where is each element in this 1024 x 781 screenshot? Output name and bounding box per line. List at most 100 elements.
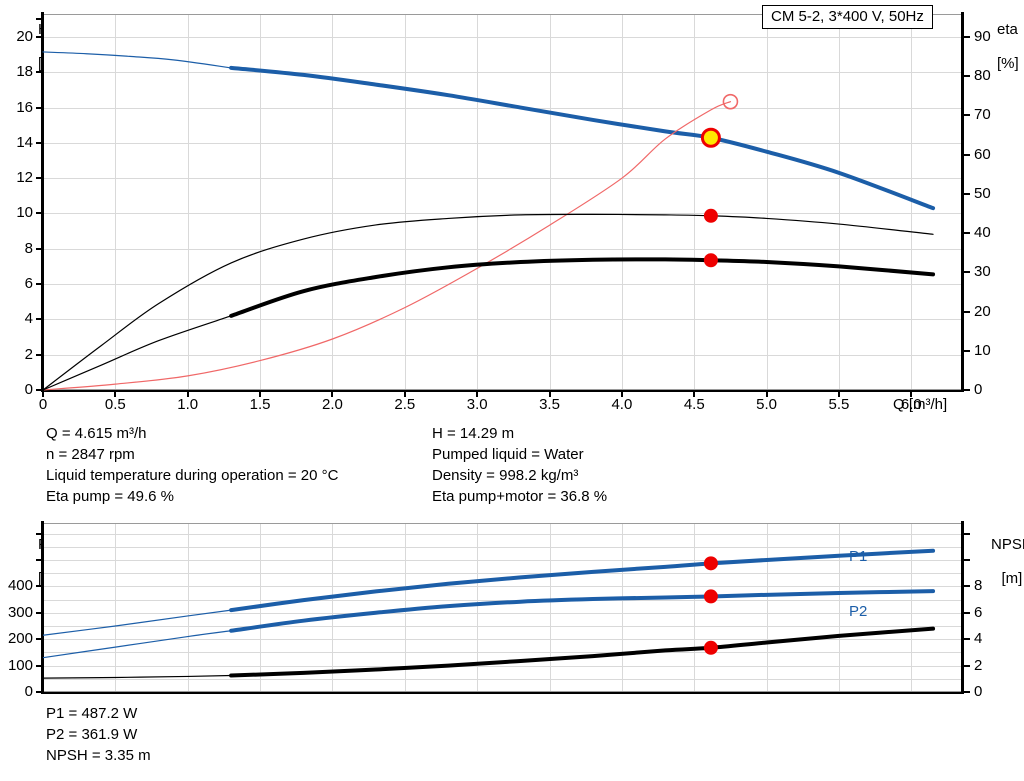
eta-axis-title-unit: eta [%] — [972, 4, 1019, 89]
power-gridline-v — [332, 523, 334, 692]
q-gridline — [332, 14, 334, 390]
q-axis-tick-label: 0 — [38, 396, 48, 413]
bot-series-1-thin — [42, 630, 232, 659]
eta-axis-tick-label: 60 — [974, 145, 991, 163]
power-info: P1 = 487.2 W P2 = 361.9 W NPSH = 3.35 m — [0, 700, 1024, 781]
q-gridline — [621, 14, 623, 390]
power-gridline-v — [187, 523, 189, 692]
eta-axis-tick — [962, 153, 970, 156]
q-axis-tick — [403, 390, 406, 397]
eta-axis-tick — [962, 75, 970, 78]
h-gridline — [43, 107, 962, 109]
q-gridline — [404, 14, 406, 390]
p-axis-tick — [36, 585, 44, 588]
eta-axis-spine — [961, 12, 964, 392]
h-axis-tick-label: 6 — [24, 275, 33, 293]
duty-point-info: Q = 4.615 m³/h n = 2847 rpm Liquid tempe… — [0, 420, 1024, 510]
h-axis-spine — [41, 12, 44, 392]
bot-series-2-thick — [229, 626, 936, 678]
npsh-axis-tick-label: 0 — [974, 683, 983, 700]
bot-series-1-thick — [229, 589, 936, 633]
h-axis-tick-label: 4 — [24, 310, 33, 328]
head-eta-chart: H [m] eta [%] CM 5-2, 3*400 V, 50Hz 00.5… — [0, 4, 1024, 416]
eta-axis-tick — [962, 389, 970, 391]
power-npsh-curves — [42, 548, 936, 679]
npsh-axis-unit: [m] — [1001, 570, 1023, 587]
h-gridline — [43, 72, 962, 74]
bot-series-0-thin — [42, 609, 232, 636]
power-gridline-v — [477, 523, 479, 692]
top-series-2 — [42, 101, 732, 391]
h-axis-tick — [36, 318, 44, 321]
q-axis-tick — [837, 390, 840, 397]
info-p1: P1 = 487.2 W — [46, 705, 138, 722]
power-gridline-h — [43, 639, 962, 641]
q-gridline — [187, 14, 189, 390]
eta-axis-tick — [962, 192, 970, 195]
q-axis-tick-label: 3.5 — [539, 396, 560, 413]
h-gridline — [43, 142, 962, 144]
power-gridline-v — [549, 523, 551, 692]
q-axis-tick — [620, 390, 623, 397]
eta-axis-tick — [962, 114, 970, 117]
q-axis-tick-label: 6.0 — [900, 396, 922, 413]
h-gridline — [43, 284, 962, 286]
info-liquid-temp: Liquid temperature during operation = 20… — [46, 467, 339, 484]
p-axis-tick-label: 300 — [7, 603, 33, 621]
q-axis-tick — [693, 390, 696, 397]
p-axis-tick-extra — [36, 532, 44, 535]
p-axis-spine — [41, 521, 44, 694]
eta-axis-tick-label: 50 — [974, 184, 991, 202]
npsh-axis-tick-label: 6 — [974, 603, 983, 621]
power-gridline-v — [694, 523, 696, 692]
q-axis-tick — [114, 390, 117, 397]
npsh-axis-title-unit: NPSH [m] — [966, 519, 1024, 604]
npsh-axis-title: NPSH — [991, 536, 1024, 553]
p1-duty-marker — [703, 556, 718, 571]
eta-pump-motor-marker-marker — [703, 253, 718, 268]
power-gridline-v — [911, 523, 913, 692]
q-axis-tick-label: 0.5 — [104, 396, 126, 413]
power-x-axis-line — [41, 692, 964, 694]
power-gridline-v — [621, 523, 623, 692]
info-h: H = 14.29 m — [432, 425, 515, 442]
power-gridline-h — [43, 625, 962, 627]
q-axis-line — [41, 390, 964, 392]
p-axis-tick-label: 200 — [7, 630, 33, 648]
q-axis-title: Q [m³/h] — [893, 396, 948, 413]
pump-model-title: CM 5-2, 3*400 V, 50Hz — [771, 8, 924, 25]
eta-axis-title: eta — [997, 21, 1018, 38]
power-gridline-h — [43, 533, 962, 535]
top-series-1 — [229, 65, 936, 211]
h-axis-tick-label: 18 — [16, 63, 33, 81]
top-series-0 — [42, 51, 232, 69]
power-gridline-h — [43, 559, 962, 561]
npsh-axis-tick-extra — [962, 558, 970, 561]
eta-axis-tick-label: 80 — [974, 67, 991, 85]
q-axis-tick-label: 4.5 — [683, 396, 705, 413]
power-gridline-h — [43, 599, 962, 601]
h-axis-tick — [36, 389, 44, 391]
eta-axis-tick — [962, 271, 970, 274]
q-gridline — [549, 14, 551, 390]
q-axis-tick — [476, 390, 479, 397]
eta-axis-tick-label: 0 — [974, 381, 983, 398]
p2-curve-label: P2 — [849, 603, 868, 620]
q-axis-tick — [548, 390, 551, 397]
info-density: Density = 998.2 kg/m³ — [432, 467, 579, 484]
p-axis-tick — [36, 691, 44, 693]
eta-axis-unit: [%] — [997, 55, 1019, 72]
q-axis-tick-labels: 0 0.5 1.0 1.5 2.0 2.5 3.0 3.5 4.0 4.5 5.0 5.5 6.0 — [0, 396, 1024, 416]
q-axis-tick-label: 1.5 — [249, 396, 271, 413]
power-gridline-h — [43, 665, 962, 667]
npsh-duty-marker — [703, 640, 718, 655]
q-gridline — [694, 14, 696, 390]
npsh-axis-tick — [962, 585, 970, 588]
power-gridline-h — [43, 678, 962, 680]
p2-duty-marker — [703, 589, 718, 604]
power-gridline-v — [766, 523, 768, 692]
p-axis-tick-label: 0 — [24, 683, 33, 700]
h-axis-tick-extra — [36, 18, 44, 21]
